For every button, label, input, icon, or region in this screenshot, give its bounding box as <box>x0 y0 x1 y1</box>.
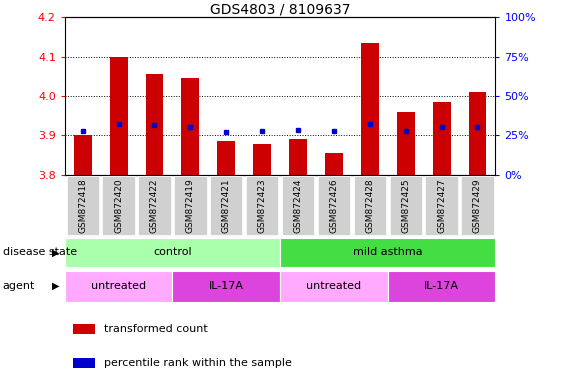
Bar <box>217 141 235 175</box>
Text: ▶: ▶ <box>52 247 59 258</box>
Text: GSM872419: GSM872419 <box>186 178 195 233</box>
Bar <box>74 136 92 175</box>
Text: disease state: disease state <box>3 247 77 258</box>
Bar <box>397 112 415 175</box>
Text: GSM872426: GSM872426 <box>329 178 338 233</box>
Text: GSM872424: GSM872424 <box>293 178 302 233</box>
Text: percentile rank within the sample: percentile rank within the sample <box>104 358 292 368</box>
Text: IL-17A: IL-17A <box>424 281 459 291</box>
Bar <box>110 57 128 175</box>
Bar <box>65 238 280 267</box>
FancyBboxPatch shape <box>426 176 458 235</box>
Bar <box>280 271 388 302</box>
FancyBboxPatch shape <box>210 176 243 235</box>
FancyBboxPatch shape <box>354 176 386 235</box>
FancyBboxPatch shape <box>282 176 314 235</box>
Title: GDS4803 / 8109637: GDS4803 / 8109637 <box>210 2 350 16</box>
Bar <box>280 238 495 267</box>
Text: ▶: ▶ <box>52 281 59 291</box>
Text: GSM872420: GSM872420 <box>114 178 123 233</box>
Text: untreated: untreated <box>306 281 361 291</box>
Bar <box>361 43 379 175</box>
Bar <box>65 271 172 302</box>
FancyBboxPatch shape <box>318 176 350 235</box>
Text: untreated: untreated <box>91 281 146 291</box>
Bar <box>289 139 307 175</box>
FancyBboxPatch shape <box>138 176 171 235</box>
Bar <box>73 324 95 334</box>
Bar <box>325 153 343 175</box>
FancyBboxPatch shape <box>390 176 422 235</box>
Bar <box>388 271 495 302</box>
Bar <box>468 92 486 175</box>
Text: IL-17A: IL-17A <box>209 281 244 291</box>
FancyBboxPatch shape <box>102 176 135 235</box>
Text: GSM872418: GSM872418 <box>78 178 87 233</box>
FancyBboxPatch shape <box>461 176 494 235</box>
Text: GSM872423: GSM872423 <box>258 178 267 233</box>
Text: GSM872428: GSM872428 <box>365 178 374 233</box>
Text: transformed count: transformed count <box>104 324 207 334</box>
FancyBboxPatch shape <box>246 176 278 235</box>
Text: GSM872422: GSM872422 <box>150 178 159 233</box>
Bar <box>73 358 95 368</box>
Text: control: control <box>153 247 192 258</box>
Text: GSM872427: GSM872427 <box>437 178 446 233</box>
Bar <box>432 102 450 175</box>
Text: agent: agent <box>3 281 35 291</box>
Bar <box>253 144 271 175</box>
Bar <box>181 78 199 175</box>
Text: GSM872421: GSM872421 <box>222 178 231 233</box>
Bar <box>172 271 280 302</box>
Bar <box>145 74 163 175</box>
FancyBboxPatch shape <box>66 176 99 235</box>
FancyBboxPatch shape <box>174 176 207 235</box>
Text: GSM872429: GSM872429 <box>473 178 482 233</box>
Text: GSM872425: GSM872425 <box>401 178 410 233</box>
Text: mild asthma: mild asthma <box>353 247 423 258</box>
